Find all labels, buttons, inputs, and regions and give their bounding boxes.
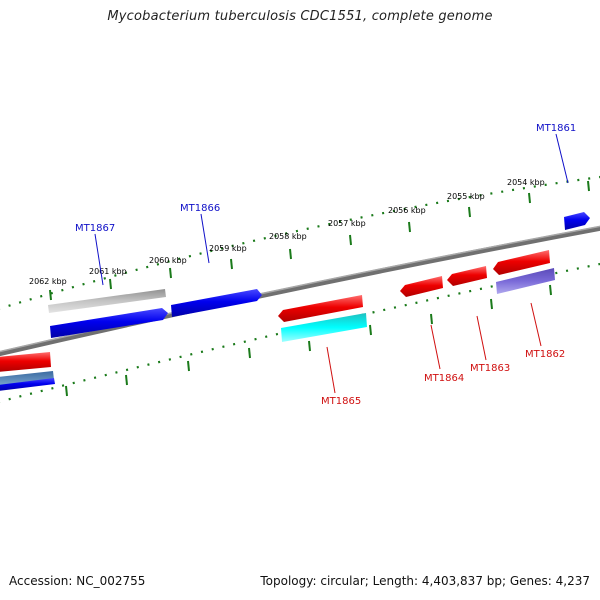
ruler-label: 2058 kbp: [269, 232, 307, 241]
outer-ruler-tick: [528, 192, 531, 204]
gene-arrow-cyan[interactable]: [281, 313, 367, 342]
outer-ruler-tick: [349, 234, 352, 246]
inner-ruler-tick: [125, 374, 128, 386]
ruler-label: 2054 kbp: [507, 178, 545, 187]
outer-ruler-ticks: [49, 180, 590, 301]
ruler-label: 2061 kbp: [89, 267, 127, 276]
inner-ruler-tick: [369, 324, 372, 336]
topology-info-text: Topology: circular; Length: 4,403,837 bp…: [260, 574, 590, 588]
ruler-label: 2055 kbp: [447, 192, 485, 201]
gene-arrow-left-red[interactable]: [0, 352, 51, 372]
gene-arrow-purple[interactable]: [496, 268, 555, 294]
ruler-label: 2062 kbp: [29, 277, 67, 286]
gene-arrow-mt1863[interactable]: [447, 266, 487, 286]
gene-arrow-left-blue[interactable]: [0, 378, 55, 391]
gene-label-mt1867: MT1867: [75, 223, 115, 234]
outer-ruler-tick: [169, 267, 172, 279]
ruler-label: 2056 kbp: [388, 206, 426, 215]
outer-ruler-tick: [587, 180, 590, 192]
gene-arrow-mt1867[interactable]: [50, 308, 168, 338]
outer-ruler-tick: [49, 289, 52, 301]
gene-label-mt1866: MT1866: [180, 203, 220, 214]
gene-label-mt1864: MT1864: [424, 373, 464, 384]
gene-arrow-mt1864[interactable]: [400, 276, 443, 297]
map-title: Mycobacterium tuberculosis CDC1551, comp…: [107, 9, 493, 24]
inner-ruler-tick: [430, 313, 433, 325]
accession-text: Accession: NC_002755: [9, 574, 146, 588]
gene-arrow-mt1865[interactable]: [278, 295, 363, 322]
outer-ruler-tick: [408, 221, 411, 233]
inner-ruler-tick: [65, 385, 68, 397]
ruler-label: 2060 kbp: [149, 256, 187, 265]
outer-ruler-tick: [289, 248, 292, 260]
inner-ruler-tick: [490, 298, 493, 310]
gene-arrow-grey[interactable]: [48, 289, 166, 313]
gene-label-mt1865: MT1865: [321, 396, 361, 407]
outer-ruler-tick: [230, 258, 233, 270]
ruler-label: 2057 kbp: [328, 219, 366, 228]
inner-ruler-tick: [549, 284, 552, 296]
ruler-label: 2059 kbp: [209, 244, 247, 253]
inner-ruler-tick: [248, 347, 251, 359]
gene-label-mt1861: MT1861: [536, 123, 576, 134]
gene-arrow-mt1862[interactable]: [493, 250, 550, 275]
inner-ruler-ticks: [65, 284, 552, 397]
label-connectors: [94, 133, 569, 394]
gene-arrow-mt1861[interactable]: [564, 212, 590, 230]
genome-backbone: [0, 225, 600, 357]
outer-ruler-tick: [109, 278, 112, 290]
outer-ruler-tick: [468, 206, 471, 218]
ruler-labels: 2062 kbp 2061 kbp 2060 kbp 2059 kbp 2058 kbp…: [29, 178, 545, 286]
gene-label-mt1862: MT1862: [525, 349, 565, 360]
gene-arrow-mt1866[interactable]: [171, 289, 262, 317]
gene-label-mt1863: MT1863: [470, 363, 510, 374]
inner-ruler-tick: [187, 360, 190, 372]
gene-arrow-left-steel[interactable]: [0, 371, 54, 386]
inner-ruler-tick: [308, 340, 311, 352]
